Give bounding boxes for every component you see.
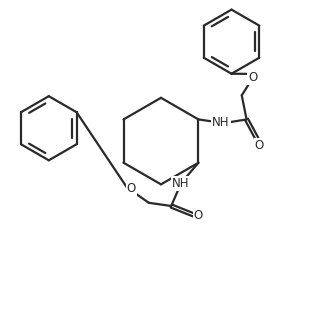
Text: O: O — [248, 71, 258, 84]
Text: O: O — [127, 182, 136, 195]
Text: O: O — [194, 209, 203, 222]
Text: O: O — [255, 139, 264, 151]
Text: NH: NH — [212, 116, 230, 129]
Text: NH: NH — [172, 177, 190, 190]
